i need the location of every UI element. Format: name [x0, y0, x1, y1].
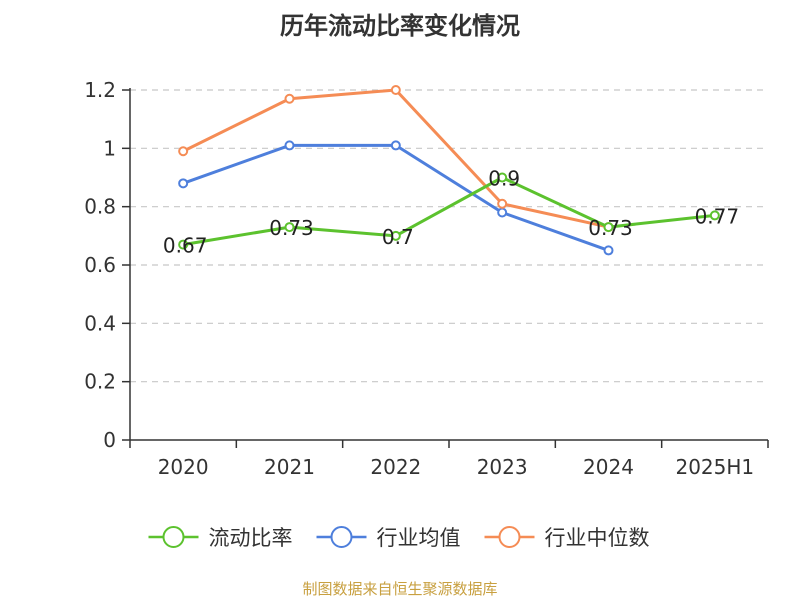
- y-tick-label: 1.2: [84, 78, 116, 102]
- legend-label: 流动比率: [209, 526, 293, 550]
- data-point: [284, 222, 295, 233]
- legend-marker: [498, 526, 521, 548]
- data-point: [284, 93, 295, 104]
- y-tick-label: 0: [103, 428, 116, 452]
- data-label: 0.7: [382, 225, 414, 249]
- y-tick-label: 0.4: [84, 311, 116, 335]
- data-point: [497, 207, 508, 218]
- x-tick-label: 2024: [583, 455, 634, 479]
- data-label: 0.73: [588, 216, 633, 240]
- data-label: 0.9: [488, 167, 520, 191]
- legend-label: 行业均值: [377, 526, 461, 550]
- data-label: 0.73: [269, 216, 314, 240]
- legend-marker: [162, 526, 185, 548]
- data-point: [603, 245, 614, 256]
- chart-title: 历年流动比率变化情况: [280, 12, 520, 40]
- series-line: [182, 176, 715, 247]
- legend-marker: [330, 526, 353, 548]
- x-tick-label: 2023: [477, 455, 528, 479]
- data-point: [709, 210, 720, 221]
- data-label: 0.77: [695, 204, 740, 228]
- data-point: [178, 146, 189, 157]
- y-tick-label: 0.8: [84, 195, 116, 219]
- y-tick-label: 1: [103, 136, 116, 160]
- data-point: [390, 85, 401, 95]
- legend-label: 行业中位数: [545, 526, 650, 550]
- data-point: [390, 140, 401, 151]
- data-label: 0.67: [163, 234, 208, 258]
- y-tick-label: 0.2: [84, 370, 116, 394]
- data-point: [497, 198, 508, 209]
- x-tick-label: 2022: [370, 455, 421, 479]
- x-tick-label: 2020: [158, 455, 209, 479]
- data-point: [497, 172, 508, 183]
- data-point: [603, 222, 614, 233]
- data-point: [284, 140, 295, 151]
- data-point: [390, 230, 401, 241]
- source-note: 制图数据来自恒生聚源数据库: [302, 580, 498, 598]
- data-point: [178, 239, 189, 250]
- x-tick-label: 2025H1: [675, 455, 754, 479]
- y-tick-label: 0.6: [84, 253, 116, 277]
- data-point: [178, 178, 189, 189]
- x-tick-label: 2021: [264, 455, 315, 479]
